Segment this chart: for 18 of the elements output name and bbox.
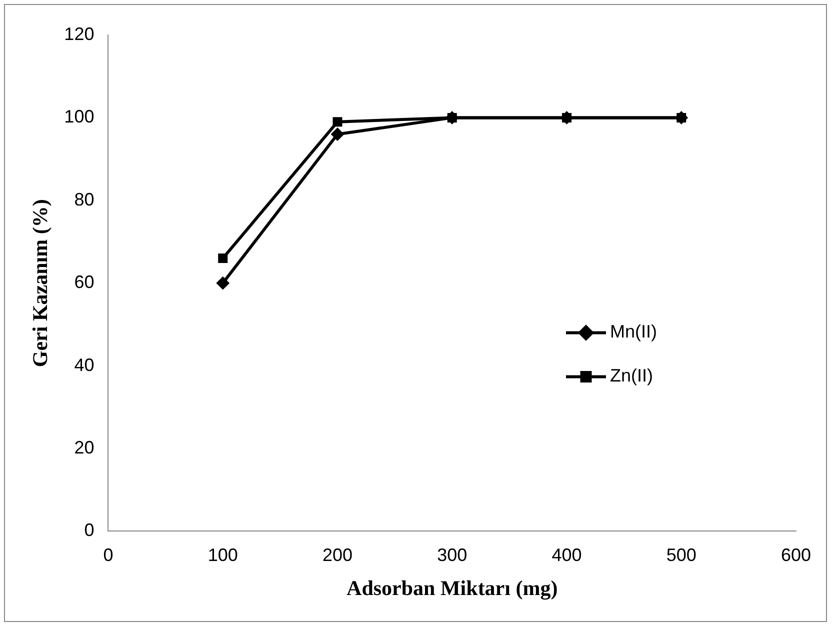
y-tick-label: 40: [74, 354, 94, 375]
x-axis-title: Adsorban Miktarı (mg): [346, 576, 558, 600]
y-tick-label: 100: [64, 106, 94, 127]
x-tick-label: 100: [208, 544, 238, 565]
x-tick-label: 500: [666, 544, 696, 565]
x-tick-label: 400: [552, 544, 582, 565]
y-tick-label: 0: [84, 520, 94, 540]
x-tick-label: 200: [322, 544, 353, 565]
x-tick-label: 0: [103, 544, 114, 565]
y-tick-label: 20: [74, 437, 94, 458]
y-tick-label: 120: [64, 24, 94, 44]
legend-label: Mn(II): [610, 322, 657, 342]
legend-label: Zn(II): [610, 366, 653, 386]
y-tick-label: 80: [74, 189, 94, 210]
y-tick-label: 60: [74, 272, 94, 292]
x-tick-label: 600: [780, 544, 812, 565]
x-tick-label: 300: [437, 544, 468, 565]
y-axis-title: Geri Kazanım (%): [28, 199, 52, 368]
